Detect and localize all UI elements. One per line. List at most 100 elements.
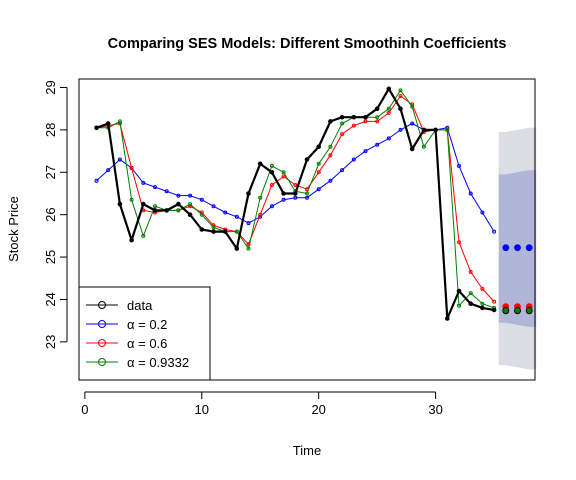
y-tick-label: 29	[43, 80, 58, 94]
y-tick-label: 24	[43, 292, 58, 306]
data-point	[363, 119, 368, 124]
data-point	[234, 214, 239, 219]
x-tick-label: 20	[311, 402, 325, 417]
forecast-point	[525, 307, 533, 314]
forecast-point	[514, 307, 521, 314]
data-point	[176, 193, 181, 198]
data-point	[211, 229, 216, 234]
data-point	[223, 210, 228, 215]
legend-item: α = 0.9332	[86, 355, 189, 370]
data-point	[117, 201, 123, 207]
legend-label: α = 0.6	[127, 336, 167, 351]
data-point	[398, 88, 403, 93]
data-point	[340, 121, 345, 126]
legend-box	[78, 286, 211, 381]
data-point	[199, 227, 205, 232]
data-point	[129, 166, 134, 170]
data-point	[340, 168, 345, 173]
data-point	[457, 240, 461, 245]
data-point	[468, 291, 473, 296]
data-point	[339, 114, 345, 120]
legend-marker	[98, 320, 106, 328]
data-point	[386, 86, 392, 92]
data-point	[141, 201, 146, 207]
data-point	[316, 187, 321, 192]
data-point	[398, 127, 403, 132]
data-point	[492, 299, 497, 304]
data-point	[129, 237, 134, 243]
data-point	[480, 305, 485, 311]
forecast-point	[525, 244, 533, 252]
data-point	[328, 153, 333, 158]
data-point	[398, 94, 403, 98]
forecast-point	[502, 244, 510, 252]
data-point	[281, 197, 286, 202]
x-tick-label: 0	[81, 402, 88, 417]
data-point	[269, 204, 274, 209]
y-tick-label: 23	[43, 335, 58, 349]
legend-marker	[98, 339, 106, 347]
forecast-points	[502, 244, 533, 315]
data-point	[456, 288, 462, 294]
series-lines	[94, 86, 497, 321]
chart-title: Comparing SES Models: Different Smoothin…	[108, 36, 507, 52]
data-point	[305, 191, 309, 196]
data-point	[129, 197, 134, 202]
legend-marker	[98, 358, 106, 366]
data-point	[188, 202, 193, 207]
data-point	[269, 163, 274, 168]
data-point	[269, 170, 275, 175]
data-point	[257, 161, 263, 167]
data-point	[152, 208, 158, 213]
data-point	[445, 127, 450, 132]
series-line	[96, 123, 495, 232]
data-point	[316, 144, 322, 150]
legend-marker	[98, 301, 106, 309]
data-point	[222, 229, 228, 234]
data-point	[386, 106, 391, 111]
x-tick-label: 30	[428, 402, 442, 417]
data-point	[141, 233, 146, 238]
data-point	[105, 121, 111, 126]
data-point	[234, 246, 240, 251]
data-point	[398, 106, 403, 111]
forecast-point	[502, 307, 510, 314]
y-axis-label: Stock Price	[6, 196, 21, 262]
data-point	[188, 193, 193, 198]
data-point	[421, 144, 426, 149]
data-point	[316, 161, 321, 166]
plot-frame	[78, 78, 536, 381]
data-point	[234, 229, 239, 234]
data-point	[269, 183, 274, 187]
legend-item: α = 0.2	[86, 317, 167, 332]
data-point	[153, 185, 157, 190]
data-point	[421, 127, 427, 133]
series-line	[96, 87, 495, 320]
data-point	[491, 307, 497, 313]
data-point	[117, 157, 122, 162]
data-point	[351, 123, 356, 128]
data-point	[258, 195, 263, 200]
data-point	[293, 195, 298, 200]
legend-item: α = 0.6	[86, 336, 167, 351]
data-point	[176, 208, 181, 213]
x-tick-label: 10	[195, 402, 209, 417]
data-point	[410, 104, 415, 109]
data-point	[375, 115, 380, 120]
data-point	[187, 212, 193, 217]
data-point	[340, 132, 345, 137]
data-point	[409, 146, 415, 152]
data-point	[281, 191, 286, 196]
data-point	[363, 114, 368, 120]
x-axis-label: Time	[293, 443, 321, 458]
data-point	[468, 191, 473, 196]
data-point	[281, 170, 286, 175]
data-point	[258, 212, 263, 217]
data-point	[386, 110, 391, 115]
data-point	[480, 210, 485, 215]
data-point	[281, 174, 286, 179]
data-point	[164, 189, 169, 194]
data-point	[328, 178, 333, 183]
data-point	[351, 114, 357, 120]
